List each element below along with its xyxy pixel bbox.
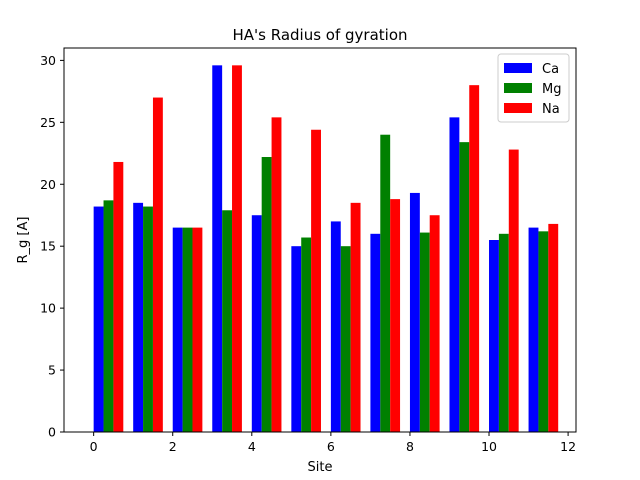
- bar-mg-site-3: [222, 210, 233, 432]
- bar-na-site-8: [429, 215, 440, 432]
- bar-mg-site-2: [182, 227, 193, 432]
- plot-frame: [63, 47, 577, 433]
- bar-mg-site-7: [380, 134, 391, 432]
- x-tick-label-0: 0: [90, 439, 98, 454]
- y-tick-label-5: 5: [48, 363, 56, 378]
- bar-mg-site-6: [340, 246, 351, 432]
- y-tick-label-15: 15: [40, 239, 56, 254]
- bar-ca-site-3: [212, 65, 223, 432]
- legend-swatch-ca: [504, 63, 532, 73]
- bar-mg-site-11: [538, 231, 549, 432]
- bar-na-site-1: [152, 97, 163, 433]
- bar-na-site-6: [350, 202, 361, 432]
- bar-mg-site-10: [498, 233, 509, 432]
- bar-na-site-0: [113, 161, 124, 432]
- x-tick-label-12: 12: [560, 439, 576, 454]
- bar-mg-site-5: [301, 237, 312, 432]
- bar-mg-site-1: [143, 206, 153, 432]
- axes-layer: 0 2 4 6 8 10 12 0 5 10 15 20 25 30: [40, 47, 577, 454]
- bar-ca-site-4: [251, 215, 262, 432]
- legend-swatch-mg: [504, 83, 532, 93]
- x-axis-label: Site: [308, 460, 333, 475]
- legend-label-na: Na: [542, 102, 560, 117]
- bar-ca-site-8: [409, 192, 420, 432]
- legend: Ca Mg Na: [497, 53, 570, 123]
- legend-swatch-na: [504, 103, 532, 113]
- y-axis-label: R_g [A]: [16, 217, 31, 264]
- y-tick-label-25: 25: [40, 115, 56, 130]
- chart-title: HA's Radius of gyration: [232, 26, 407, 44]
- legend-label-mg: Mg: [542, 82, 561, 97]
- bar-ca-site-11: [528, 227, 539, 432]
- y-tick-label-20: 20: [40, 177, 56, 192]
- bar-na-site-11: [548, 223, 559, 432]
- bar-ca-site-1: [133, 202, 144, 432]
- bar-ca-site-0: [93, 206, 104, 432]
- x-tick-label-4: 4: [248, 439, 256, 454]
- x-tick-label-6: 6: [327, 439, 335, 454]
- y-tick-label-0: 0: [48, 425, 56, 440]
- bar-na-site-10: [508, 149, 519, 432]
- bar-mg-site-9: [459, 142, 470, 432]
- bar-ca-site-9: [449, 117, 460, 433]
- bar-ca-site-7: [370, 233, 381, 432]
- bar-na-site-4: [271, 117, 282, 433]
- x-tick-label-2: 2: [169, 439, 177, 454]
- bar-ca-site-6: [330, 221, 341, 432]
- bar-mg-site-4: [261, 157, 272, 432]
- bar-na-site-3: [232, 65, 242, 432]
- bar-na-site-5: [311, 129, 321, 432]
- bar-mg-site-0: [103, 200, 114, 432]
- x-tick-label-8: 8: [406, 439, 414, 454]
- bar-ca-site-2: [172, 227, 183, 432]
- bar-na-site-9: [469, 85, 480, 432]
- x-tick-label-10: 10: [481, 439, 497, 454]
- bar-ca-site-10: [489, 240, 499, 432]
- y-tick-label-10: 10: [40, 301, 56, 316]
- bar-na-site-7: [390, 199, 401, 432]
- legend-label-ca: Ca: [542, 62, 559, 77]
- bars-layer: [93, 65, 559, 433]
- y-tick-label-30: 30: [40, 53, 56, 68]
- bar-ca-site-5: [291, 246, 302, 432]
- bar-na-site-2: [192, 227, 203, 432]
- bar-mg-site-8: [419, 232, 430, 432]
